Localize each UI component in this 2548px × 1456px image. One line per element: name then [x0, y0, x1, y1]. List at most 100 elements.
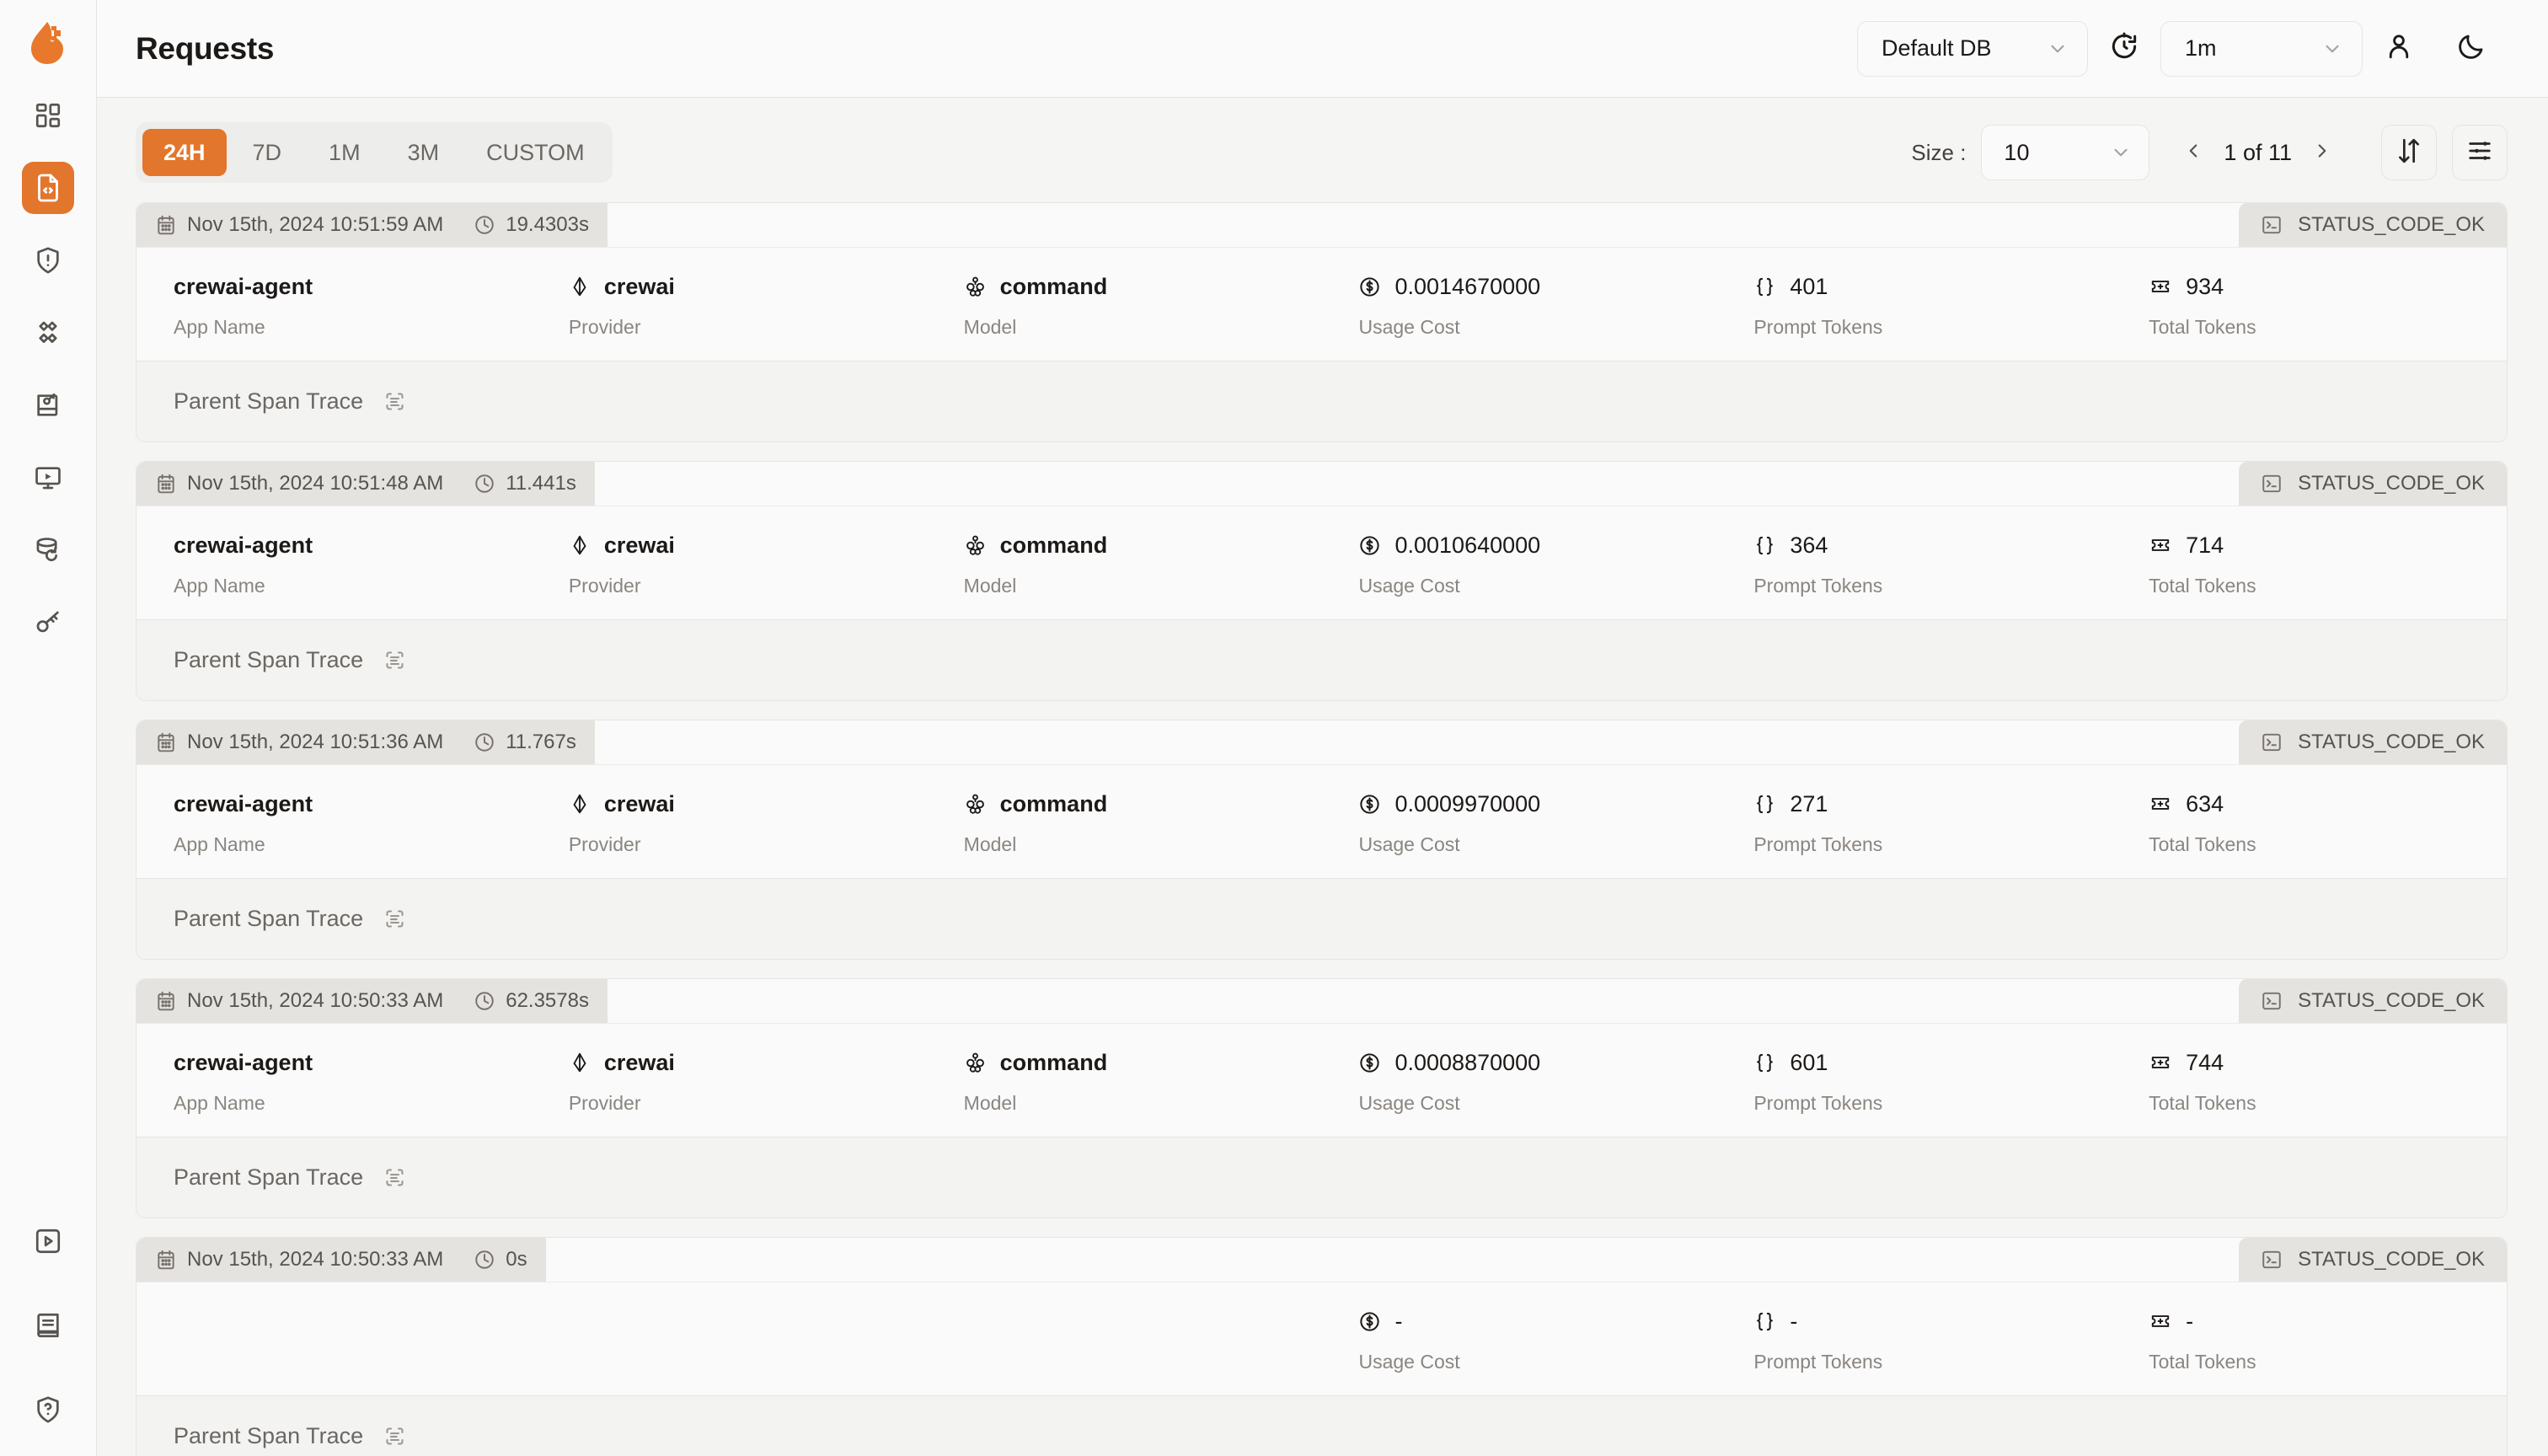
- parent-span-trace-row[interactable]: Parent Span Trace: [136, 619, 2507, 700]
- request-card[interactable]: Nov 15th, 2024 10:51:48 AM 11.441s STATUS_…: [136, 461, 2508, 701]
- metric-value: -: [1394, 1308, 1403, 1334]
- range-tab-1m[interactable]: 1M: [329, 139, 361, 165]
- usage-cost-icon: [1358, 534, 1381, 557]
- request-meta-pill: Nov 15th, 2024 10:50:33 AM 62.3578s: [136, 979, 608, 1023]
- metric-value-row: crewai-agent: [174, 271, 532, 302]
- database-select[interactable]: Default DB: [1857, 20, 2088, 77]
- metric-value: 0.0014670000: [1394, 273, 1541, 299]
- metric-app-name: crewai-agent App Name: [136, 1047, 532, 1115]
- request-duration: 19.4303s: [506, 213, 589, 236]
- metric-value: command: [999, 790, 1108, 816]
- pagination: 1 of 11: [2173, 129, 2342, 176]
- parent-span-trace-label: Parent Span Trace: [174, 1423, 364, 1448]
- metric-prompt-tokens: - Prompt Tokens: [1716, 1306, 2112, 1373]
- request-card[interactable]: Nov 15th, 2024 10:50:33 AM 0s STATUS_CODE_…: [136, 1237, 2508, 1456]
- metric-label: Usage Cost: [1358, 1351, 1460, 1373]
- metric-label: Total Tokens: [2149, 316, 2256, 338]
- sidebar-item-prompt-hub[interactable]: [22, 379, 74, 431]
- metric-total-tokens: - Total Tokens: [2112, 1306, 2507, 1373]
- metric-total-tokens: 934 Total Tokens: [2112, 271, 2507, 339]
- filter-button[interactable]: [2452, 125, 2508, 180]
- status-badge: STATUS_CODE_OK: [2239, 720, 2507, 764]
- parent-span-trace-row[interactable]: Parent Span Trace: [136, 1395, 2507, 1456]
- request-card-header: Nov 15th, 2024 10:51:59 AM 19.4303s STATUS…: [136, 203, 2507, 247]
- openlit-flame-logo[interactable]: [20, 15, 76, 71]
- range-tab-24h[interactable]: 24H: [142, 129, 227, 176]
- provider-icon: [569, 534, 591, 556]
- profile-button[interactable]: [2371, 21, 2427, 77]
- request-duration: 11.767s: [506, 731, 576, 753]
- prev-page-button[interactable]: [2173, 129, 2213, 176]
- shield-question-icon: [34, 1395, 62, 1424]
- page-size-select[interactable]: 10: [1981, 125, 2150, 180]
- scan-text-icon[interactable]: [383, 390, 406, 413]
- sidebar-item-vault[interactable]: [22, 307, 74, 359]
- toolbar-right: Size : 10 1 of 11: [1911, 125, 2508, 180]
- request-timestamp: Nov 15th, 2024 10:51:36 AM: [187, 731, 444, 753]
- parent-span-trace-row[interactable]: Parent Span Trace: [136, 878, 2507, 959]
- metric-provider: crewai Provider: [532, 530, 927, 597]
- metric-value: 634: [2186, 790, 2224, 816]
- interval-select[interactable]: 1m: [2160, 20, 2363, 77]
- chevron-down-icon: [2047, 38, 2069, 60]
- scan-text-icon[interactable]: [383, 907, 406, 930]
- metric-label: Provider: [568, 1092, 641, 1114]
- book-icon: [34, 1311, 62, 1340]
- metric-value: 0.0010640000: [1394, 532, 1541, 558]
- metric-app-name: crewai-agent App Name: [136, 789, 532, 856]
- scan-text-icon[interactable]: [383, 649, 406, 672]
- theme-toggle-button[interactable]: [2444, 21, 2499, 77]
- sidebar-item-getting-started[interactable]: [22, 1215, 74, 1267]
- duration-group: 19.4303s: [474, 213, 589, 237]
- sidebar-item-requests[interactable]: [22, 162, 74, 214]
- request-timestamp: Nov 15th, 2024 10:51:48 AM: [187, 472, 444, 495]
- content-area: 24H 7D 1M 3M CUSTOM Size : 10: [97, 98, 2548, 1456]
- metric-model: [927, 1306, 1322, 1336]
- model-icon: [964, 276, 987, 298]
- metric-label: App Name: [174, 575, 265, 597]
- status-badge: STATUS_CODE_OK: [2239, 1238, 2507, 1282]
- sidebar-item-support[interactable]: [22, 1384, 74, 1436]
- sidebar-item-documentation[interactable]: [22, 1299, 74, 1352]
- metric-value: command: [999, 273, 1108, 299]
- sidebar-item-dashboard[interactable]: [22, 89, 74, 142]
- sort-button[interactable]: [2381, 125, 2437, 180]
- prompt-tokens-icon: [1753, 1310, 1776, 1333]
- total-tokens-icon: [2149, 1310, 2172, 1332]
- metric-value-row: 0.0010640000: [1358, 530, 1716, 560]
- range-tab-3m[interactable]: 3M: [407, 139, 440, 165]
- sidebar-item-database-config[interactable]: [22, 524, 74, 576]
- scan-text-icon[interactable]: [383, 1166, 406, 1189]
- metric-model: command Model: [927, 1047, 1322, 1115]
- request-card[interactable]: Nov 15th, 2024 10:51:59 AM 19.4303s STATUS…: [136, 202, 2508, 442]
- status-text: STATUS_CODE_OK: [2298, 1248, 2485, 1271]
- usage-cost-icon: [1358, 276, 1381, 298]
- calendar-icon: [155, 473, 177, 495]
- sidebar: [0, 0, 97, 1456]
- timer-refresh-icon: [2108, 30, 2140, 67]
- prompt-tokens-icon: [1753, 276, 1776, 298]
- range-tab-custom[interactable]: CUSTOM: [486, 139, 585, 165]
- duration-group: 62.3578s: [474, 989, 589, 1013]
- request-card[interactable]: Nov 15th, 2024 10:51:36 AM 11.767s STATUS_…: [136, 720, 2508, 960]
- metric-label: Model: [963, 833, 1017, 855]
- metric-label: Prompt Tokens: [1753, 575, 1883, 597]
- request-duration: 0s: [506, 1248, 527, 1271]
- range-tab-7d[interactable]: 7D: [252, 139, 282, 165]
- next-page-button[interactable]: [2302, 129, 2342, 176]
- parent-span-trace-row[interactable]: Parent Span Trace: [136, 1137, 2507, 1218]
- refresh-interval-button[interactable]: [2096, 21, 2152, 77]
- sidebar-item-exceptions[interactable]: [22, 234, 74, 286]
- metric-value-row: -: [2149, 1306, 2507, 1336]
- sidebar-item-playground[interactable]: [22, 452, 74, 504]
- metric-value-row: crewai: [569, 271, 927, 302]
- sidebar-item-api-keys[interactable]: [22, 597, 74, 649]
- metric-label: Usage Cost: [1358, 833, 1460, 855]
- metric-label: Provider: [568, 316, 641, 338]
- metric-value: 0.0008870000: [1394, 1049, 1541, 1075]
- parent-span-trace-row[interactable]: Parent Span Trace: [136, 361, 2507, 442]
- metric-value-row: [569, 1306, 927, 1336]
- scan-text-icon[interactable]: [383, 1425, 406, 1448]
- request-card[interactable]: Nov 15th, 2024 10:50:33 AM 62.3578s STATUS…: [136, 978, 2508, 1218]
- metric-label: Total Tokens: [2149, 833, 2256, 855]
